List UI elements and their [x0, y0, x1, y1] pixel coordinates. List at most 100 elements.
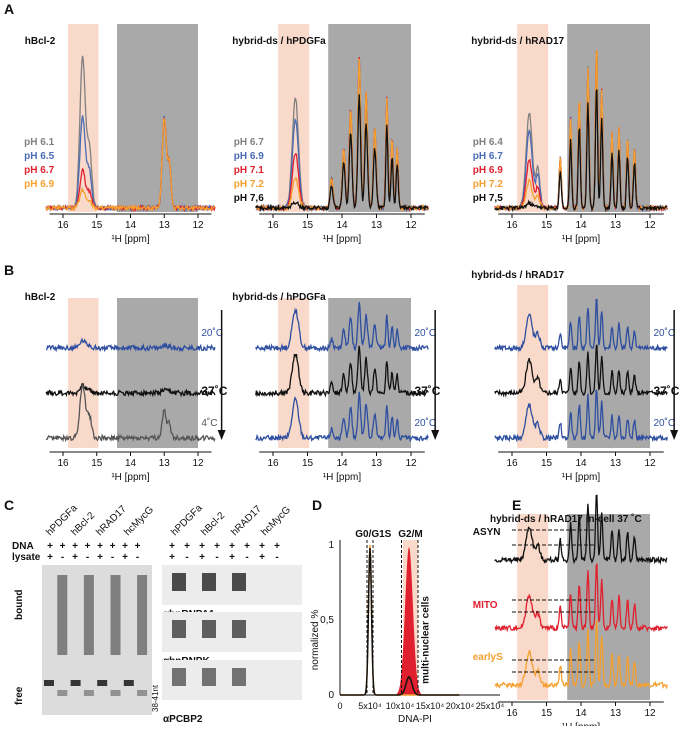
legend-label: pH 6.7	[24, 165, 54, 176]
construct-label: hPDGFa	[169, 503, 205, 539]
sign: +	[47, 552, 53, 563]
gel-band	[57, 690, 68, 696]
row-label: DNA	[12, 541, 34, 552]
temperature-label: 37˚C	[653, 384, 679, 398]
gel-smear	[110, 575, 121, 655]
phase-label: G0/G1	[355, 529, 385, 540]
row-label: lysate	[12, 552, 41, 563]
blot-band	[172, 573, 186, 591]
x-label: ¹H [ppm]	[562, 234, 601, 245]
phase-label: S	[385, 529, 392, 540]
x-tick-label: 20x10⁴	[446, 701, 475, 711]
y-tick-label: 1	[328, 540, 334, 551]
gel-band	[110, 690, 121, 696]
gel-smear	[137, 575, 148, 655]
sign: +	[229, 541, 235, 552]
x-tick-label: 14	[575, 708, 587, 719]
duplex-region	[117, 298, 198, 448]
sign: +	[274, 541, 280, 552]
temperature-label: 4˚C	[201, 417, 217, 429]
y-label: normalized %	[310, 610, 321, 671]
temperature-label: 20˚C	[653, 327, 675, 339]
panel-letter: E	[512, 497, 521, 513]
sign: +	[85, 541, 91, 552]
x-tick-label: 16	[506, 708, 518, 719]
x-tick-label: 25x10⁴	[476, 701, 505, 711]
x-tick-label: 16	[267, 458, 279, 469]
legend-label: pH 7.1	[234, 165, 264, 176]
x-label: ¹H [ppm]	[323, 472, 362, 483]
x-tick-label: 15x10⁴	[416, 701, 445, 711]
condition-label: MITO	[473, 600, 498, 611]
temperature-label: 37˚C	[201, 384, 227, 398]
construct-label: hRAD17	[229, 503, 264, 538]
sign: +	[169, 552, 175, 563]
blot-band	[232, 620, 246, 638]
plot-title: hybrid-ds / hPDGFa	[232, 36, 326, 47]
x-label: ¹H [ppm]	[111, 234, 150, 245]
sign: +	[97, 552, 103, 563]
arrow-head	[670, 430, 679, 440]
legend-label: pH 7,6	[234, 193, 264, 204]
legend-label: pH 7,5	[473, 193, 503, 204]
sign: -	[61, 552, 64, 563]
plot-title: hybrid-ds / hRAD17	[471, 36, 564, 47]
construct-label: hcMycG	[259, 504, 293, 538]
legend-label: pH 6.9	[234, 151, 264, 162]
x-tick-label: 13	[610, 708, 622, 719]
x-tick-label: 12	[192, 458, 204, 469]
x-tick-label: 13	[159, 458, 171, 469]
spectrum	[45, 382, 216, 443]
phase-label: G2/M	[398, 529, 422, 540]
y-tick-label: 0,5	[320, 615, 334, 626]
spectrum	[494, 619, 668, 690]
sign: +	[199, 552, 205, 563]
blot-band	[202, 668, 216, 686]
legend-label: pH 7.2	[473, 179, 503, 190]
x-tick-label: 13	[610, 220, 622, 231]
sign: +	[47, 541, 53, 552]
sign: -	[185, 552, 188, 563]
sign: -	[136, 552, 139, 563]
spectrum	[494, 298, 668, 353]
gel-smear	[57, 575, 68, 655]
plot-title: hybrid-ds / hRAD17 in-cell 37 ˚C	[490, 513, 642, 525]
gel-band	[137, 690, 148, 696]
imino-region	[517, 285, 549, 448]
sign: +	[214, 541, 220, 552]
x-tick-label: 16	[267, 220, 279, 231]
sign: +	[199, 541, 205, 552]
sign: -	[86, 552, 89, 563]
plot-title: hBcl-2	[25, 292, 56, 303]
temperature-label: 20˚C	[414, 417, 436, 429]
plot-title: hBcl-2	[25, 36, 56, 47]
sign: +	[244, 541, 250, 552]
spectrum	[494, 494, 668, 565]
x-tick-label: 12	[192, 220, 204, 231]
legend-label: pH 6.1	[24, 137, 54, 148]
gel-band	[70, 680, 81, 686]
sign: -	[245, 552, 248, 563]
construct-label: hcMycG	[122, 504, 156, 538]
spectrum	[494, 563, 668, 633]
x-tick-label: 13	[610, 458, 622, 469]
sign: +	[122, 541, 128, 552]
spectrum	[45, 337, 216, 353]
sign: +	[135, 541, 141, 552]
x-tick-label: 15	[302, 220, 314, 231]
size-label: 38-41nt	[151, 684, 160, 712]
legend-label: pH 6.9	[473, 165, 503, 176]
sign: +	[110, 541, 116, 552]
legend-label: pH 6.4	[473, 137, 503, 148]
x-label: ¹H [ppm]	[562, 722, 601, 726]
temperature-label: 37˚C	[414, 384, 440, 398]
x-tick-label: 5x10⁴	[358, 701, 382, 711]
sign: -	[275, 552, 278, 563]
x-label: ¹H [ppm]	[562, 472, 601, 483]
x-tick-label: 15	[541, 708, 553, 719]
spectrum	[45, 118, 215, 212]
x-label: DNA-PI	[398, 714, 432, 725]
blot-band	[172, 668, 186, 686]
gel-band	[123, 680, 134, 686]
plot-title: hybrid-ds / hRAD17	[471, 270, 564, 281]
